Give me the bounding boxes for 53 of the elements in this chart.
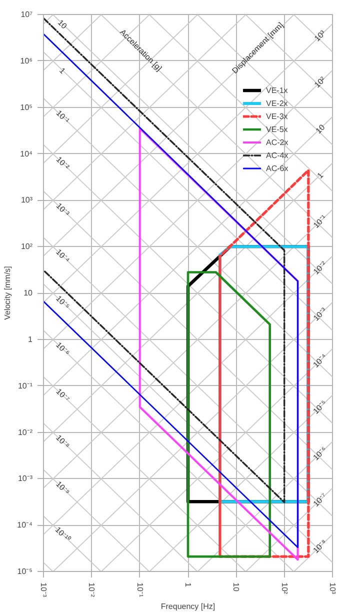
y-tick-label: 10⁻¹ [18,381,33,390]
annotation: 1 [58,66,68,76]
annotation: 10⁻⁵ [311,398,329,416]
annotation: 10⁻³ [312,306,329,323]
x-tick-label: 10⁻¹ [135,582,144,598]
legend-label: VE-3x [266,111,288,121]
annotation: 10⁻² [312,259,329,276]
legend-label: AC-2x [266,137,288,147]
annotation: 10⁻¹ [312,212,329,230]
annotation: 10⁻⁹ [54,480,72,497]
x-tick-label: 10² [280,582,289,594]
annotation: 10⁻⁴ [311,352,329,370]
annotation: 10⁻⁷ [54,386,72,404]
y-tick-label: 10⁻⁵ [17,567,33,576]
y-tick-label: 10⁻² [18,428,33,437]
annotation: 10² [312,74,328,90]
x-tick-label: 10⁻² [87,582,96,598]
annotation: 10⁻¹⁰ [53,525,72,544]
annotation: 10⁻⁴ [54,247,72,266]
legend-label: VE-5x [266,124,288,134]
x-tick-label: 1 [184,582,192,588]
y-tick-label: 10² [20,242,33,252]
y-tick-label: 1 [28,334,34,344]
annotation: 10³ [312,28,328,44]
x-axis-title: Frequency [Hz] [160,602,216,612]
annotation: 10⁻³ [54,201,72,218]
annotation: 1 [316,170,326,180]
legend-label: AC-4x [266,150,288,160]
annotation: 10 [56,18,70,32]
y-tick-label: 10⁴ [20,149,34,158]
legend-label: AC-6x [266,163,288,173]
y-tick-label: 10⁶ [20,56,33,66]
annotation: 10⁻⁶ [311,445,329,462]
annotation: 10⁻⁷ [312,492,328,508]
y-tick-label: 10³ [20,196,33,205]
annotation: 10⁻² [54,154,72,172]
y-tick-label: 10⁻⁴ [17,520,34,530]
annotation: 10⁻⁶ [54,340,72,358]
y-tick-label: 10 [24,288,34,298]
x-tick-label: 10³ [328,582,337,594]
annotation: 10⁻¹ [54,108,72,126]
annotation: 10⁻⁵ [54,294,72,312]
y-tick-label: 10⁷ [20,10,33,19]
y-tick-label: 10⁻³ [18,474,33,484]
x-tick-label: 10 [232,582,241,592]
x-tick-label: 10⁻³ [39,582,48,598]
annotation: 10 [314,122,328,136]
y-tick-label: 10⁵ [20,102,33,112]
legend-label: VE-1x [266,85,288,95]
y-axis-title: Velocity [mm/s] [3,266,12,320]
legend-label: VE-2x [266,98,288,108]
annotation: 10⁻⁸ [54,433,72,450]
annotation: 10⁻⁸ [311,538,329,556]
